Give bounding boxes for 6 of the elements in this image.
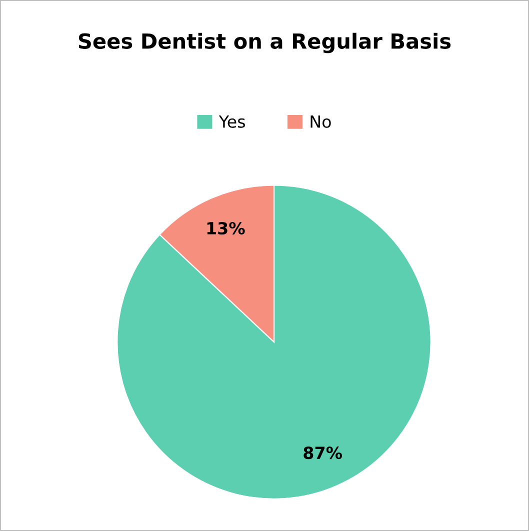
legend-label: Yes: [218, 116, 245, 128]
pie-slice: [116, 184, 432, 500]
data-label: 13%: [207, 222, 245, 235]
data-label: 87%: [304, 446, 342, 460]
legend-label: No: [310, 116, 331, 128]
chart-title: Sees Dentist on a Regular Basis: [78, 32, 451, 54]
